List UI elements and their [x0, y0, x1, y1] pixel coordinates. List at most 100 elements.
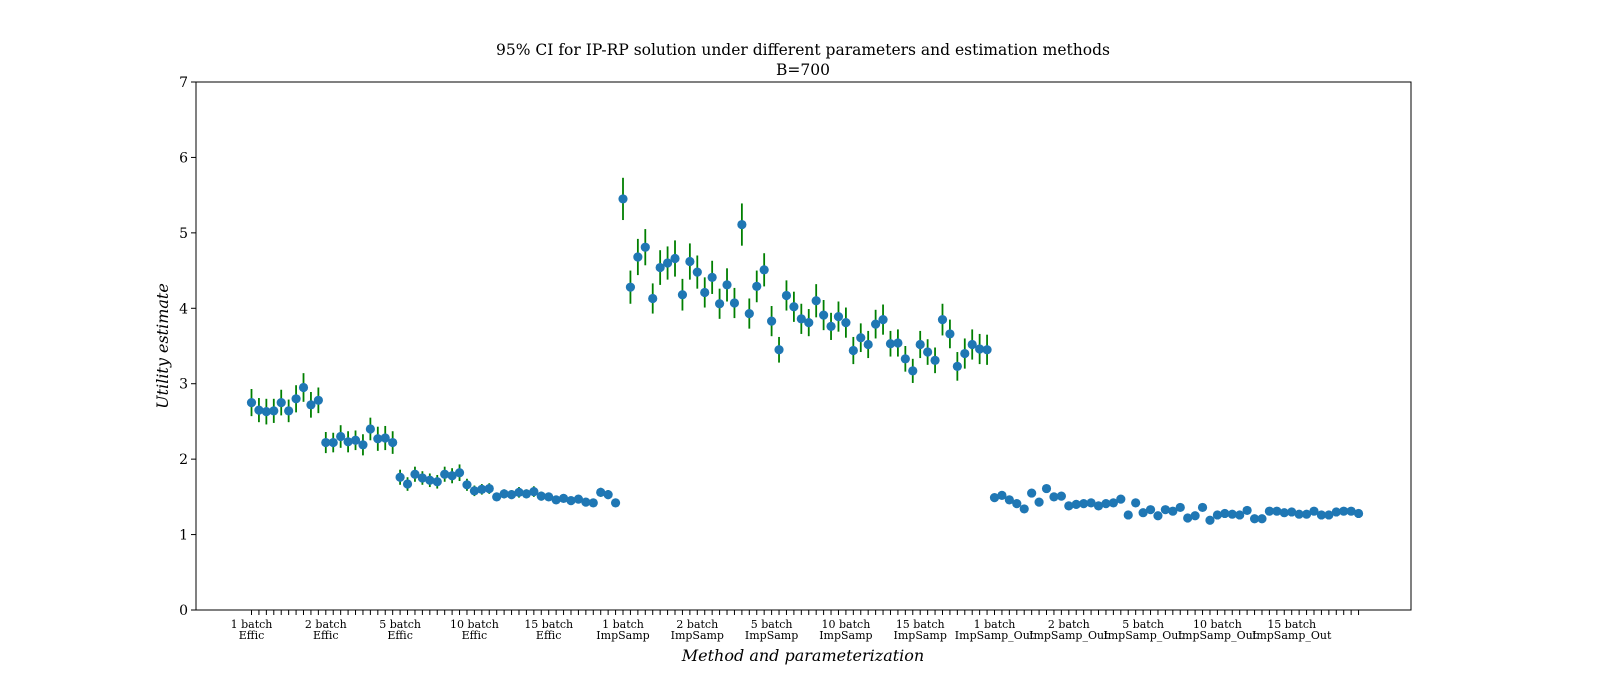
data-point — [492, 492, 502, 502]
y-tick-label: 5 — [179, 226, 188, 242]
data-point — [633, 252, 643, 262]
data-point — [336, 431, 346, 442]
data-point — [1101, 499, 1111, 509]
data-point — [284, 406, 294, 416]
x-group-label-line2: Effic — [536, 629, 562, 642]
data-point — [744, 308, 754, 319]
data-point — [343, 437, 353, 447]
data-point — [358, 440, 368, 450]
data-point — [863, 339, 873, 350]
data-point — [1190, 511, 1200, 521]
data-point — [1294, 509, 1304, 519]
data-point — [1108, 498, 1118, 508]
x-group-label-line1: 1 batch — [602, 618, 644, 631]
data-point — [254, 405, 264, 415]
data-point — [1019, 504, 1029, 514]
data-point — [655, 262, 665, 273]
data-point — [1027, 488, 1037, 498]
chart-title: 95% CI for IP-RP solution under differen… — [496, 41, 1110, 59]
data-point — [313, 395, 323, 405]
data-point — [506, 489, 517, 500]
data-point — [1353, 508, 1364, 519]
data-point — [1004, 495, 1014, 505]
y-axis-label: Utility estimate — [153, 283, 172, 409]
x-group-label-line2: ImpSamp_Out — [1029, 629, 1109, 642]
data-point — [952, 361, 962, 371]
data-point — [581, 497, 591, 507]
data-point — [1316, 510, 1327, 520]
data-point — [291, 394, 301, 404]
data-point — [306, 400, 316, 410]
data-point — [350, 435, 361, 445]
data-point — [1034, 497, 1044, 507]
x-group-label-line1: 15 batch — [1267, 618, 1316, 631]
data-point — [937, 315, 948, 325]
data-point — [521, 489, 532, 499]
data-point — [388, 437, 398, 448]
data-point — [737, 219, 747, 230]
x-group-label-line1: 10 batch — [450, 618, 499, 631]
x-group-label-line2: ImpSamp — [819, 629, 872, 642]
data-point — [477, 484, 487, 494]
data-point — [566, 496, 576, 506]
data-point — [752, 281, 762, 292]
data-point — [588, 498, 598, 508]
data-point — [261, 407, 271, 417]
data-point — [908, 366, 918, 376]
data-point — [1160, 505, 1170, 515]
data-point — [1093, 501, 1104, 511]
x-group-label-line2: ImpSamp — [596, 629, 649, 642]
data-point — [819, 310, 829, 320]
data-point — [677, 290, 688, 300]
data-point — [774, 345, 784, 355]
data-point — [417, 473, 427, 483]
data-point — [685, 256, 695, 267]
x-group-label-line2: ImpSamp — [894, 629, 947, 642]
data-point — [410, 469, 420, 479]
data-point — [871, 319, 881, 329]
x-group-label-line1: 5 batch — [751, 618, 793, 631]
x-group-label-line1: 10 batch — [822, 618, 871, 631]
y-tick-label: 2 — [179, 452, 188, 468]
data-point — [997, 490, 1007, 500]
data-point — [1272, 506, 1282, 516]
data-point — [989, 493, 1000, 503]
data-point — [1049, 492, 1059, 502]
data-point — [878, 315, 888, 325]
chart-subtitle: B=700 — [776, 61, 830, 79]
data-point — [848, 345, 858, 356]
data-point — [395, 472, 405, 482]
data-point — [915, 339, 925, 350]
data-point — [707, 272, 717, 282]
data-point — [1264, 506, 1275, 516]
data-point — [714, 299, 725, 309]
data-point — [529, 486, 539, 497]
data-point — [729, 298, 740, 308]
data-point — [930, 355, 940, 365]
x-group-label-line1: 2 batch — [676, 618, 718, 631]
x-group-label-line2: ImpSamp — [745, 629, 798, 642]
data-point — [373, 434, 383, 444]
y-tick-label: 3 — [179, 377, 188, 393]
data-point — [469, 486, 479, 496]
data-point — [425, 475, 435, 485]
data-point — [440, 469, 450, 479]
y-tick-label: 1 — [179, 528, 188, 544]
data-point — [796, 314, 806, 324]
y-tick-label: 7 — [179, 75, 188, 91]
x-axis-label: Method and parameterization — [681, 646, 924, 665]
data-point — [826, 321, 836, 331]
data-point — [967, 339, 977, 350]
data-point — [1309, 506, 1319, 516]
x-group-label-line1: 10 batch — [1193, 618, 1242, 631]
data-point — [551, 495, 561, 505]
data-point — [759, 265, 769, 275]
data-point — [1168, 506, 1178, 516]
data-point — [1301, 509, 1312, 519]
data-point — [618, 194, 628, 204]
data-point — [1138, 508, 1148, 518]
data-point — [900, 354, 910, 364]
y-axis: 0 1 2 3 4 5 6 7 — [179, 75, 196, 619]
data-point — [722, 280, 732, 290]
data-point — [670, 253, 680, 264]
